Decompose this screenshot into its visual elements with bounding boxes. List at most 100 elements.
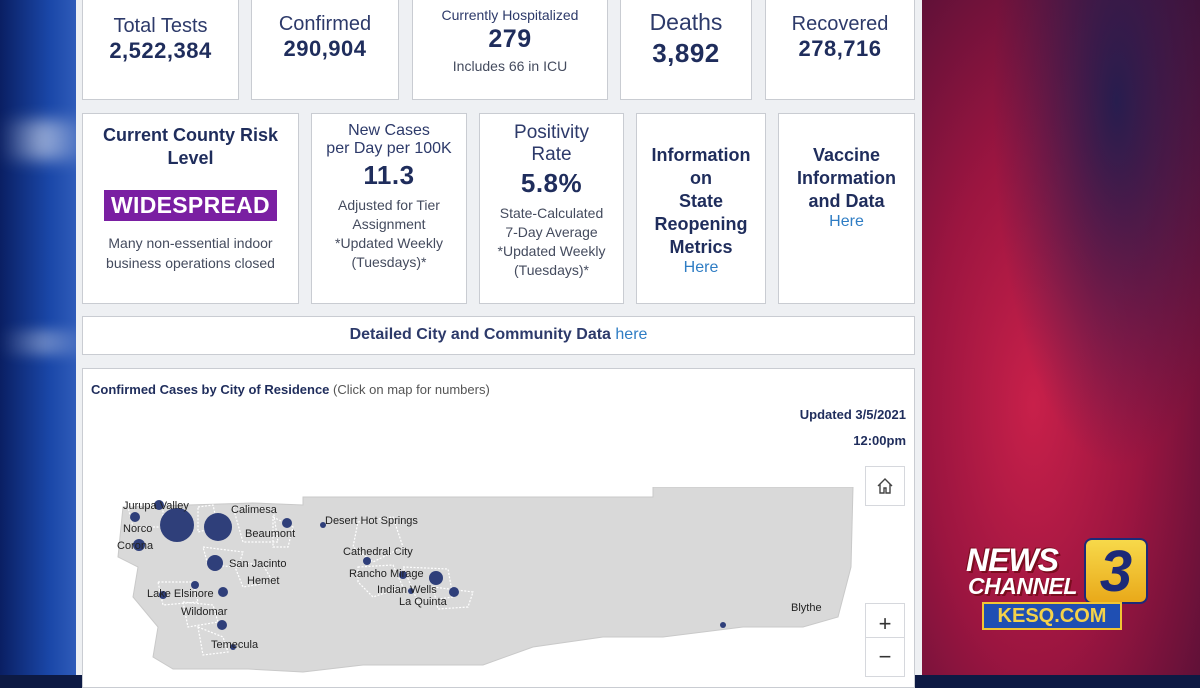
- zoom-in-button[interactable]: +: [865, 603, 905, 643]
- confirmed-value: 290,904: [283, 36, 367, 61]
- map-marker: [217, 620, 227, 630]
- background-right: [922, 0, 1200, 675]
- hospitalized-card: Currently Hospitalized 279 Includes 66 i…: [412, 0, 608, 100]
- map-marker: [204, 513, 232, 541]
- reopening-line4: Reopening: [654, 214, 748, 234]
- map-marker: [160, 508, 194, 542]
- confirmed-card: Confirmed 290,904: [251, 0, 399, 100]
- risk-title-line2: Level: [167, 148, 214, 168]
- total-tests-card: Total Tests 2,522,384: [82, 0, 239, 100]
- total-tests-value: 2,522,384: [109, 38, 212, 63]
- reopening-card[interactable]: Information on State Reopening Metrics H…: [636, 113, 766, 304]
- map-marker: [133, 539, 145, 551]
- risk-desc-line2: business operations closed: [106, 255, 275, 271]
- new-cases-note4: (Tuesdays)*: [351, 254, 427, 270]
- risk-badge: WIDESPREAD: [104, 190, 277, 221]
- city-label: Beaumont: [245, 528, 295, 540]
- map-marker: [429, 571, 443, 585]
- positivity-note2: 7-Day Average: [505, 224, 598, 240]
- confirmed-label: Confirmed: [278, 13, 372, 35]
- city-boundaries: [127, 504, 474, 656]
- reopening-link[interactable]: Here: [683, 259, 719, 276]
- reopening-line2: on: [690, 168, 712, 188]
- news-channel-logo: NEWS CHANNEL 3 KESQ.COM: [966, 539, 1148, 632]
- city-data-text: Detailed City and Community Data: [349, 326, 611, 343]
- dashboard-page: Total Tests 2,522,384 Confirmed 290,904 …: [76, 0, 922, 688]
- risk-desc-line1: Many non-essential indoor: [108, 235, 273, 251]
- reopening-line1: Information: [651, 145, 751, 165]
- map-marker: [320, 522, 326, 528]
- city-label: Cathedral City: [343, 546, 413, 558]
- home-icon: [877, 478, 893, 494]
- positivity-note4: (Tuesdays)*: [514, 262, 589, 278]
- total-tests-label: Total Tests: [113, 15, 208, 37]
- reopening-line5: Metrics: [669, 237, 733, 257]
- map-marker: [282, 518, 292, 528]
- city-data-bar: Detailed City and Community Data here: [82, 316, 915, 355]
- new-cases-label-line1: New Cases: [348, 122, 430, 139]
- city-label: Norco: [123, 523, 152, 535]
- city-data-link[interactable]: here: [615, 326, 648, 343]
- risk-title-line1: Current County Risk: [102, 125, 279, 145]
- background-left: [0, 0, 90, 675]
- city-label: Calimesa: [231, 504, 278, 516]
- new-cases-note3: *Updated Weekly: [335, 235, 443, 251]
- icu-note: Includes 66 in ICU: [452, 58, 568, 74]
- new-cases-note1: Adjusted for Tier: [338, 197, 440, 213]
- map-marker: [230, 644, 236, 650]
- home-button[interactable]: [865, 466, 905, 506]
- deaths-label: Deaths: [649, 9, 723, 35]
- new-cases-note2: Assignment: [352, 216, 426, 232]
- county-map[interactable]: Jurupa Valley Norco Corona Calimesa Beau…: [103, 487, 863, 687]
- logo-site: KESQ.COM: [982, 602, 1122, 630]
- map-marker: [154, 500, 164, 510]
- risk-level-card: Current County Risk Level WIDESPREAD Man…: [82, 113, 299, 304]
- city-label: Wildomar: [181, 606, 228, 618]
- deaths-value: 3,892: [652, 38, 720, 68]
- map-marker: [207, 555, 223, 571]
- positivity-note3: *Updated Weekly: [497, 243, 606, 259]
- map-title-text: Confirmed Cases by City of Residence: [91, 382, 330, 397]
- light-streak: [0, 120, 90, 160]
- logo-news: NEWS: [966, 542, 1059, 578]
- city-label: Jurupa Valley: [123, 500, 189, 512]
- map-title: Confirmed Cases by City of Residence (Cl…: [91, 382, 490, 397]
- positivity-note1: State-Calculated: [499, 205, 604, 221]
- recovered-value: 278,716: [798, 36, 882, 61]
- new-cases-label-line2: per Day per 100K: [326, 140, 452, 157]
- vaccine-card[interactable]: Vaccine Information and Data Here: [778, 113, 915, 304]
- map-title-note: (Click on map for numbers): [333, 382, 490, 397]
- map-marker: [130, 512, 140, 522]
- reopening-line3: State: [678, 191, 723, 211]
- map-updated: Updated 3/5/2021 12:00pm: [800, 402, 906, 454]
- city-label: Indian Wells: [377, 584, 437, 596]
- updated-date: Updated 3/5/2021: [799, 407, 906, 422]
- map-card: Confirmed Cases by City of Residence (Cl…: [82, 368, 915, 688]
- map-marker: [159, 591, 167, 599]
- updated-time: 12:00pm: [853, 433, 906, 448]
- hospitalized-label: Currently Hospitalized: [441, 7, 579, 23]
- vaccine-line3: and Data: [808, 191, 885, 211]
- city-label: Corona: [117, 540, 154, 552]
- map-marker: [720, 622, 726, 628]
- logo-channel: CHANNEL: [968, 573, 1077, 599]
- city-label: Temecula: [211, 639, 259, 651]
- light-streak: [0, 330, 90, 355]
- map-marker: [408, 588, 414, 594]
- deaths-card: Deaths 3,892: [620, 0, 752, 100]
- hospitalized-value: 279: [488, 25, 532, 53]
- zoom-out-button[interactable]: −: [865, 637, 905, 677]
- city-label: La Quinta: [399, 596, 448, 608]
- positivity-value: 5.8%: [520, 168, 583, 198]
- positivity-label-line1: Positivity: [514, 122, 589, 143]
- new-cases-value: 11.3: [363, 160, 415, 190]
- city-label: San Jacinto: [229, 558, 286, 570]
- vaccine-link[interactable]: Here: [829, 213, 864, 230]
- positivity-card: Positivity Rate 5.8% State-Calculated 7-…: [479, 113, 624, 304]
- city-label: Blythe: [791, 602, 822, 614]
- map-marker: [191, 581, 199, 589]
- new-cases-card: New Cases per Day per 100K 11.3 Adjusted…: [311, 113, 467, 304]
- positivity-label-line2: Rate: [531, 144, 572, 165]
- map-marker: [449, 587, 459, 597]
- map-marker: [363, 557, 371, 565]
